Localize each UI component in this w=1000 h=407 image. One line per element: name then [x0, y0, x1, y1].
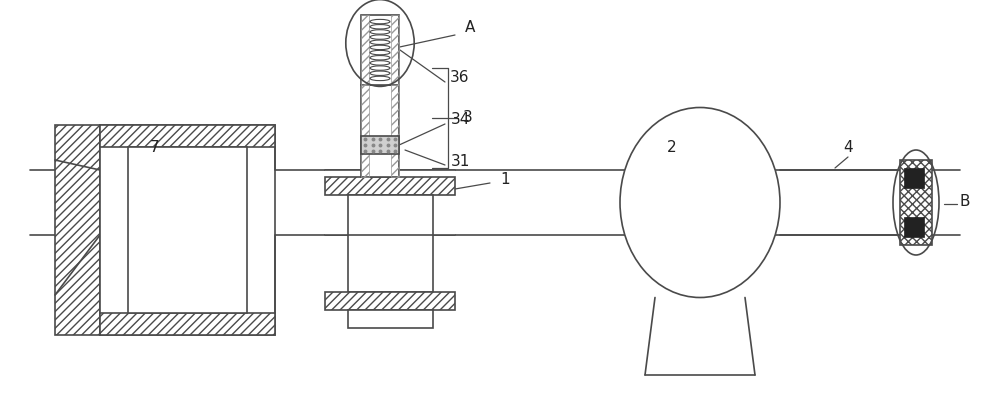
Text: 3: 3 — [463, 110, 473, 125]
Text: 34: 34 — [450, 112, 470, 127]
Bar — [391, 15, 399, 85]
Bar — [361, 15, 369, 85]
Text: 36: 36 — [450, 70, 470, 85]
Bar — [100, 313, 275, 335]
Text: 1: 1 — [500, 173, 510, 188]
Text: A: A — [465, 20, 475, 35]
Bar — [904, 217, 924, 237]
Bar — [100, 125, 275, 147]
Bar — [325, 177, 455, 195]
Text: B: B — [960, 195, 970, 210]
Bar — [361, 15, 399, 85]
Bar — [904, 168, 924, 188]
Bar — [100, 125, 275, 335]
Bar — [348, 310, 433, 328]
Bar — [391, 85, 399, 177]
Bar — [128, 147, 247, 313]
Bar — [325, 292, 455, 310]
Bar — [900, 160, 932, 245]
Bar — [361, 136, 399, 153]
Bar — [361, 85, 369, 177]
Text: 4: 4 — [843, 140, 853, 155]
Bar — [325, 170, 455, 235]
Bar — [361, 85, 399, 177]
Bar — [55, 125, 100, 335]
Text: 31: 31 — [450, 155, 470, 169]
Ellipse shape — [620, 107, 780, 298]
Bar — [348, 195, 433, 292]
Text: 7: 7 — [150, 140, 160, 155]
Text: 2: 2 — [667, 140, 677, 155]
